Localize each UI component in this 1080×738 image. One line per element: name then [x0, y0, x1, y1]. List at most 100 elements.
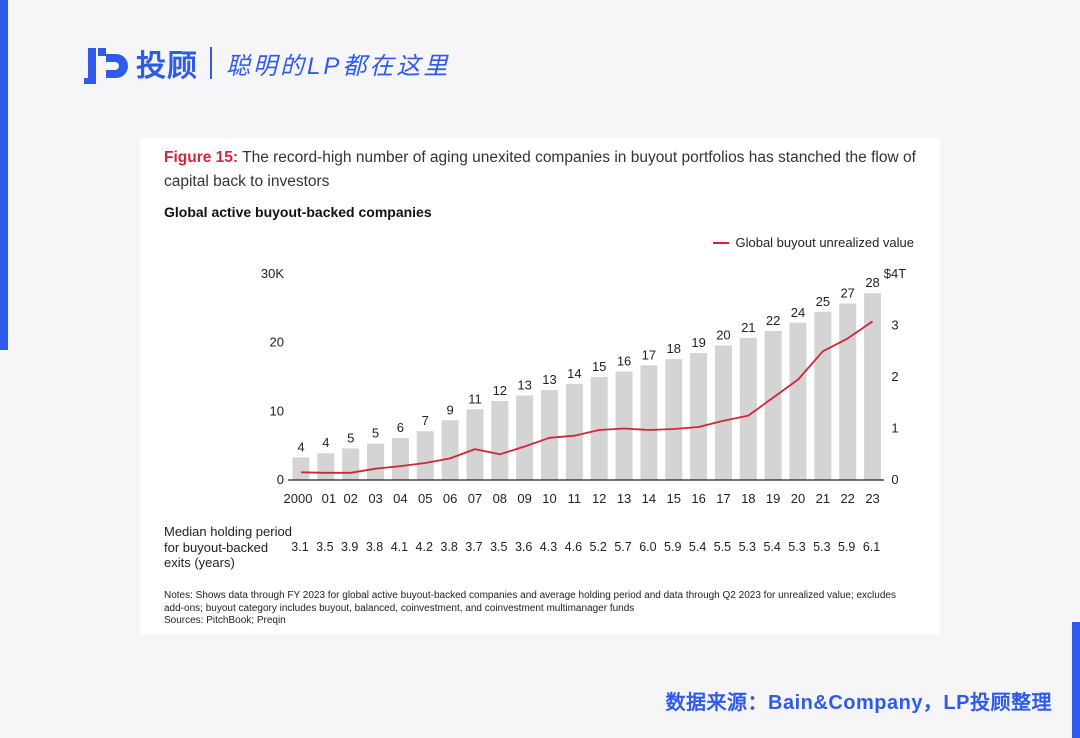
- bar-value-label: 16: [617, 354, 631, 369]
- bar-value-label: 17: [642, 347, 656, 362]
- holding-period-value: 5.3: [813, 540, 830, 554]
- bar-value-label: 5: [372, 426, 379, 441]
- right-accent-bar: [1072, 622, 1080, 738]
- brand-divider: [210, 47, 212, 79]
- notes-sources: Sources: PitchBook; Preqin: [164, 615, 286, 626]
- figure-title-text: The record-high number of aging unexited…: [164, 149, 916, 190]
- holding-period-value: 5.9: [664, 540, 681, 554]
- x-tick-label: 23: [865, 491, 879, 506]
- bar-06: [441, 420, 459, 480]
- bar-value-label: 15: [592, 359, 606, 374]
- brand-header: 投顾 聪明的LP都在这里: [84, 38, 450, 88]
- holding-period-value: 3.8: [440, 540, 457, 554]
- x-tick-label: 04: [393, 491, 407, 506]
- chart-notes: Notes: Shows data through FY 2023 for gl…: [164, 590, 914, 628]
- bar-07: [466, 409, 484, 480]
- bar-value-label: 4: [297, 439, 304, 454]
- bar-12: [590, 377, 608, 480]
- holding-period-value: 3.8: [366, 540, 383, 554]
- x-tick-label: 10: [542, 491, 556, 506]
- bar-11: [565, 383, 583, 480]
- bar-value-label: 20: [716, 327, 730, 342]
- figure-label: Figure 15:: [164, 149, 239, 166]
- bar-01: [317, 453, 335, 480]
- x-tick-label: 19: [766, 491, 780, 506]
- notes-text: Notes: Shows data through FY 2023 for gl…: [164, 590, 896, 614]
- holding-period-value: 5.3: [739, 540, 756, 554]
- left-accent-bar: [0, 0, 8, 350]
- bar-20: [789, 322, 807, 480]
- bar-value-label: 27: [840, 286, 854, 301]
- brand-slogan: 聪明的LP都在这里: [226, 52, 451, 80]
- bar-value-label: 12: [493, 383, 507, 398]
- x-tick-label: 14: [642, 491, 656, 506]
- bar-02: [342, 448, 360, 480]
- holding-period-value: 3.9: [341, 540, 358, 554]
- holding-period-value: 4.1: [391, 540, 408, 554]
- bar-value-label: 13: [517, 378, 531, 393]
- y-left-tick-label: 30K: [261, 266, 284, 281]
- bar-value-label: 14: [567, 366, 581, 381]
- y-right-tick-label: 2: [891, 369, 898, 384]
- x-tick-label: 06: [443, 491, 457, 506]
- bar-value-label: 6: [397, 420, 404, 435]
- y-right-tick-label: 0: [891, 472, 898, 487]
- bar-value-label: 11: [468, 391, 482, 406]
- x-tick-label: 05: [418, 491, 432, 506]
- bar-15: [665, 359, 683, 480]
- x-tick-label: 01: [322, 491, 336, 506]
- bar-value-label: 9: [446, 402, 453, 417]
- brand-logo-icon: [84, 48, 128, 84]
- bar-23: [864, 293, 882, 480]
- x-tick-label: 20: [791, 491, 805, 506]
- holding-period-value: 5.4: [689, 540, 706, 554]
- x-tick-label: 12: [592, 491, 606, 506]
- bar-value-label: 24: [791, 305, 805, 320]
- bar-18: [739, 337, 757, 480]
- bar-value-label: 22: [766, 313, 780, 328]
- bar-2000: [292, 457, 310, 480]
- bar-09: [516, 395, 534, 480]
- x-tick-label: 15: [667, 491, 681, 506]
- legend-line-swatch: [713, 241, 730, 244]
- holding-period-value: 5.5: [714, 540, 731, 554]
- brand-name: 投顾: [136, 50, 198, 83]
- holding-period-value: 5.3: [788, 540, 805, 554]
- bar-value-label: 21: [741, 320, 755, 335]
- holding-period-value: 4.2: [416, 540, 433, 554]
- holding-period-value: 5.7: [614, 540, 631, 554]
- holding-period-value: 6.1: [863, 540, 880, 554]
- bar-13: [615, 371, 633, 480]
- bar-value-label: 28: [865, 275, 879, 290]
- y-left-tick-label: 10: [270, 403, 284, 418]
- x-tick-label: 21: [816, 491, 830, 506]
- source-credit: 数据来源：Bain&Company，LP投顾整理: [665, 692, 1052, 714]
- bar-21: [814, 311, 832, 480]
- bar-value-label: 5: [347, 430, 354, 445]
- holding-period-value: 5.2: [590, 540, 607, 554]
- legend-label: Global buyout unrealized value: [735, 235, 914, 250]
- bar-value-label: 4: [322, 435, 329, 450]
- bar-value-label: 7: [422, 413, 429, 428]
- holding-period-label: Median holding period for buyout-backed …: [164, 524, 292, 570]
- x-tick-label: 02: [343, 491, 357, 506]
- bar-16: [690, 352, 708, 480]
- x-tick-label: 13: [617, 491, 631, 506]
- x-tick-label: 17: [716, 491, 730, 506]
- y-right-tick-label: $4T: [884, 266, 906, 281]
- y-left-tick-label: 0: [277, 472, 284, 487]
- holding-period-value: 4.3: [540, 540, 557, 554]
- x-tick-label: 16: [691, 491, 705, 506]
- bar-08: [491, 401, 509, 480]
- y-left-tick-label: 20: [270, 335, 284, 350]
- x-tick-label: 11: [568, 491, 582, 506]
- bar-05: [416, 431, 434, 480]
- holding-period-value: 6.0: [639, 540, 656, 554]
- chart-legend: Global buyout unrealized value: [713, 235, 914, 250]
- holding-period-value: 3.5: [316, 540, 333, 554]
- holding-period-value: 5.9: [838, 540, 855, 554]
- bar-22: [839, 303, 857, 480]
- holding-period-value: 4.6: [565, 540, 582, 554]
- x-tick-label: 2000: [284, 491, 313, 506]
- x-tick-label: 09: [517, 491, 531, 506]
